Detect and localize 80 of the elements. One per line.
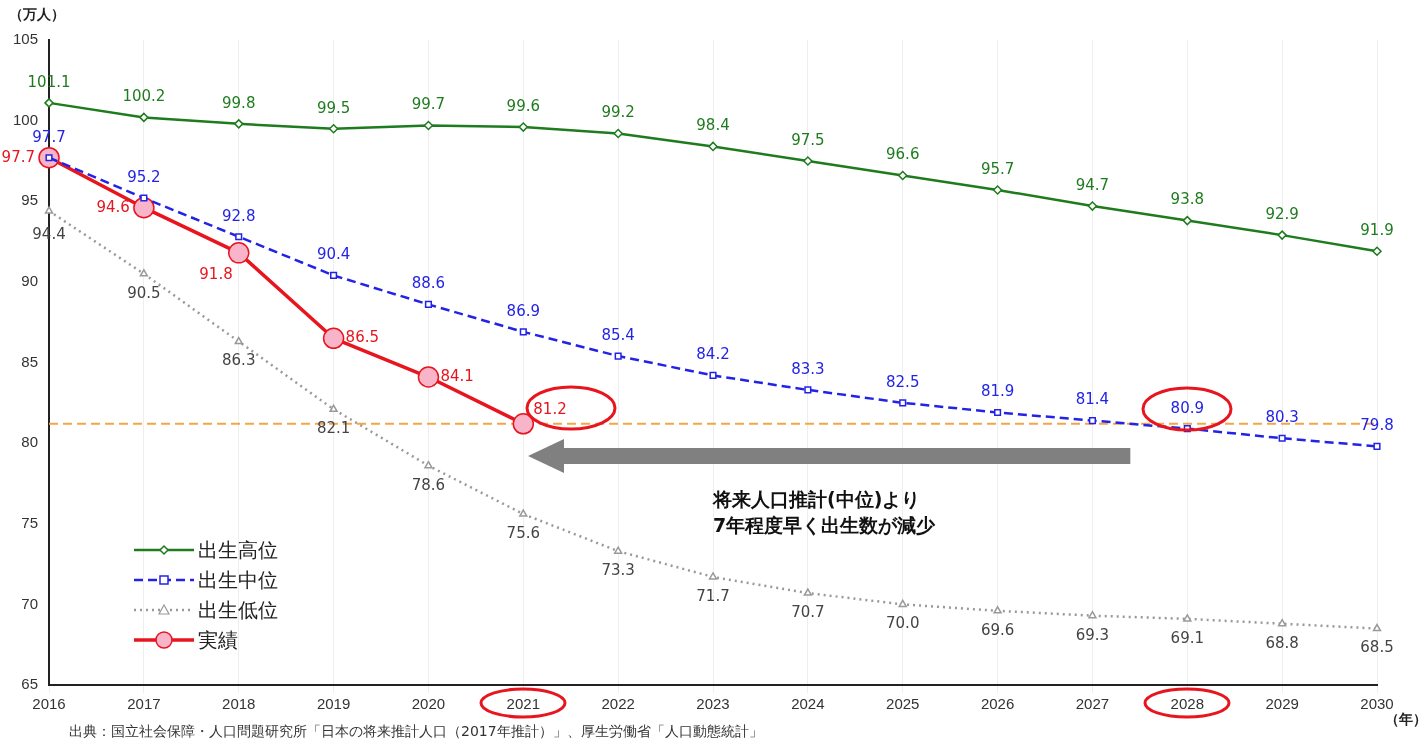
data-label: 69.3 bbox=[1075, 625, 1110, 644]
legend-label: 出生中位 bbox=[198, 566, 279, 594]
data-label: 93.8 bbox=[1170, 190, 1204, 209]
x-tick-label: 2023 bbox=[696, 695, 730, 713]
y-tick-label: 105 bbox=[13, 30, 39, 48]
data-label: 90.4 bbox=[316, 245, 351, 264]
data-label: 68.8 bbox=[1265, 633, 1299, 652]
data-label: 81.9 bbox=[980, 382, 1015, 401]
data-label: 83.3 bbox=[791, 359, 825, 378]
data-label: 100.2 bbox=[122, 87, 166, 106]
data-label: 85.4 bbox=[601, 325, 635, 344]
data-label: 82.5 bbox=[886, 372, 920, 391]
data-label: 88.6 bbox=[411, 274, 446, 293]
data-label: 92.8 bbox=[222, 206, 256, 225]
data-label: 68.5 bbox=[1360, 638, 1394, 657]
data-label: 97.7 bbox=[1, 147, 36, 166]
y-tick-label: 90 bbox=[21, 272, 39, 290]
y-axis-title: （万人） bbox=[9, 6, 66, 24]
y-tick-label: 65 bbox=[21, 675, 39, 693]
y-tick-label: 85 bbox=[21, 352, 39, 370]
y-tick-label: 75 bbox=[21, 513, 39, 531]
x-tick-label: 2019 bbox=[316, 695, 351, 713]
data-label: 99.6 bbox=[506, 96, 541, 115]
data-label: 80.3 bbox=[1265, 408, 1299, 427]
x-tick-label: 2016 bbox=[32, 695, 66, 713]
data-label: 79.8 bbox=[1360, 416, 1394, 435]
x-tick-label: 2028 bbox=[1170, 695, 1204, 713]
data-label: 73.3 bbox=[601, 561, 635, 580]
data-label: 69.6 bbox=[980, 620, 1015, 639]
data-label: 99.7 bbox=[411, 95, 446, 114]
legend-label: 出生高位 bbox=[198, 536, 279, 564]
x-tick-label: 2030 bbox=[1360, 695, 1394, 713]
x-tick-label: 2021 bbox=[506, 695, 540, 713]
data-label: 95.7 bbox=[980, 159, 1015, 178]
x-tick-label: 2026 bbox=[980, 695, 1015, 713]
legend-label: 出生低位 bbox=[198, 596, 279, 624]
data-label: 86.5 bbox=[345, 328, 379, 347]
x-tick-label: 2018 bbox=[222, 695, 256, 713]
data-label: 92.9 bbox=[1265, 205, 1299, 223]
data-label: 75.6 bbox=[506, 523, 541, 542]
data-label: 91.8 bbox=[199, 264, 233, 283]
y-tick-label: 95 bbox=[21, 191, 39, 209]
data-label: 70.7 bbox=[791, 602, 825, 621]
x-tick-label: 2017 bbox=[127, 695, 161, 713]
x-tick-label: 2024 bbox=[791, 695, 825, 713]
data-label: 78.6 bbox=[411, 475, 446, 494]
data-label: 69.1 bbox=[1170, 628, 1204, 647]
data-label: 99.8 bbox=[222, 93, 256, 112]
data-label: 99.2 bbox=[601, 103, 635, 122]
data-label: 98.4 bbox=[696, 116, 730, 135]
data-label: 84.2 bbox=[696, 345, 730, 364]
x-axis-title: （年） bbox=[1385, 711, 1427, 729]
data-label: 99.5 bbox=[316, 98, 351, 117]
data-label: 82.1 bbox=[316, 419, 351, 438]
data-label: 97.5 bbox=[791, 130, 825, 149]
data-label: 94.6 bbox=[96, 197, 130, 216]
data-label: 86.9 bbox=[506, 301, 541, 320]
data-label: 80.9 bbox=[1170, 398, 1204, 417]
data-label: 81.4 bbox=[1075, 390, 1110, 409]
data-label: 90.5 bbox=[127, 283, 161, 302]
data-label: 81.2 bbox=[533, 399, 567, 418]
data-label: 86.3 bbox=[222, 351, 256, 370]
y-tick-label: 70 bbox=[21, 594, 39, 612]
data-label: 94.7 bbox=[1075, 175, 1110, 194]
data-label: 84.1 bbox=[440, 366, 474, 385]
x-tick-label: 2025 bbox=[886, 695, 920, 713]
y-tick-label: 100 bbox=[13, 110, 39, 128]
annotation: 将来人口推計(中位)より 7年程度早く出生数が減少 bbox=[713, 487, 936, 538]
data-label: 95.2 bbox=[127, 167, 161, 186]
data-label: 91.9 bbox=[1360, 221, 1394, 240]
source-note: 出典：国立社会保障・人口問題研究所「日本の将来推計人口（2017年推計）」、厚生労働省「人口動態統計」 bbox=[69, 723, 763, 741]
data-label: 71.7 bbox=[696, 586, 730, 605]
x-tick-label: 2029 bbox=[1265, 695, 1299, 713]
x-tick-label: 2022 bbox=[601, 695, 635, 713]
legend-label: 実績 bbox=[198, 626, 239, 654]
x-tick-label: 2020 bbox=[411, 695, 446, 713]
data-label: 70.0 bbox=[886, 614, 920, 633]
y-tick-label: 80 bbox=[21, 433, 39, 451]
data-label: 96.6 bbox=[886, 145, 920, 164]
x-tick-label: 2027 bbox=[1075, 695, 1110, 713]
